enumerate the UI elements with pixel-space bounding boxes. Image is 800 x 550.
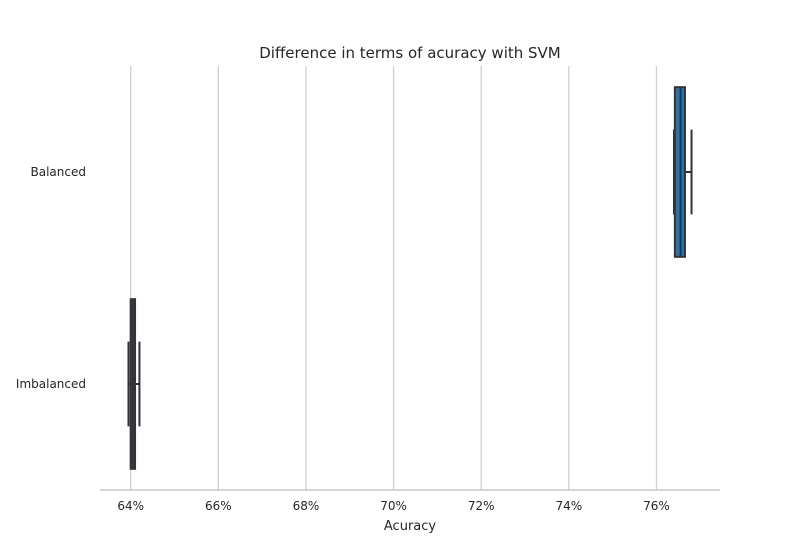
x-tick-label: 72% bbox=[468, 499, 495, 513]
grid bbox=[130, 66, 658, 490]
boxes bbox=[127, 86, 693, 470]
box-balanced bbox=[672, 86, 693, 258]
x-tick-label: 70% bbox=[380, 499, 407, 513]
x-tick-label: 66% bbox=[205, 499, 232, 513]
x-tick-label: 68% bbox=[293, 499, 320, 513]
x-axis-label: Acuracy bbox=[384, 519, 437, 534]
labels: 64% 66% 68% 70% 72% 74% 76% Balanced Imbalanced bbox=[16, 165, 670, 513]
chart-title: Difference in terms of acuracy with SVM bbox=[259, 44, 561, 62]
x-tick-label: 64% bbox=[117, 499, 144, 513]
box-imbalanced bbox=[127, 298, 141, 470]
y-tick-label: Imbalanced bbox=[16, 377, 86, 391]
x-tick-label: 74% bbox=[555, 499, 582, 513]
x-tick-label: 76% bbox=[643, 499, 670, 513]
y-tick-label: Balanced bbox=[31, 165, 86, 179]
